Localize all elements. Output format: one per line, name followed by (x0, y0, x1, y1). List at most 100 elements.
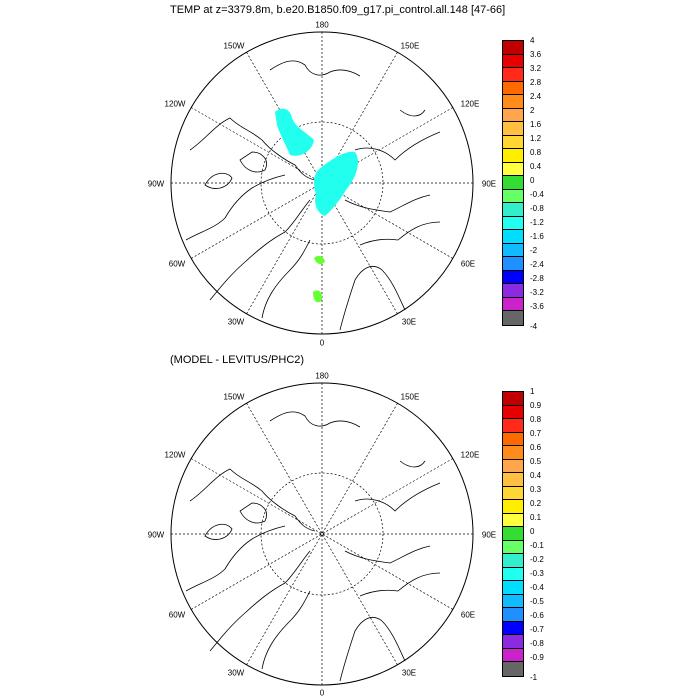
colorbar-box (503, 432, 523, 446)
lon-label-30w: 30W (227, 668, 245, 678)
colorbar-box (503, 284, 523, 298)
colorbar-box (503, 176, 523, 190)
colorbar-box (503, 594, 523, 608)
colorbar-box (503, 567, 523, 581)
colorbar-tick: 2.8 (530, 78, 542, 87)
anomaly-patch-cyan-arctic (314, 151, 359, 216)
colorbar-box (503, 162, 523, 176)
colorbar-tick: 0.8 (530, 148, 542, 157)
lon-label-150e: 150E (400, 41, 420, 51)
colorbar-1 (502, 40, 524, 326)
lon-label-90e: 90E (481, 179, 497, 189)
colorbar-tick: -0.3 (530, 569, 544, 578)
lon-label-90e: 90E (481, 530, 497, 540)
colorbar-box (503, 554, 523, 568)
colorbar-tick: -0.1 (530, 541, 544, 550)
colorbar-box (503, 149, 523, 163)
coastlines (185, 411, 441, 682)
colorbar-box (503, 135, 523, 149)
colorbar-box (503, 54, 523, 68)
colorbar-box (503, 257, 523, 271)
colorbar-box (503, 122, 523, 136)
colorbar-box (503, 243, 523, 257)
colorbar-box (503, 513, 523, 527)
polar-map-1 (170, 31, 474, 335)
colorbar-tick: 3.2 (530, 64, 542, 73)
colorbar-tick: 0.4 (530, 162, 542, 171)
colorbar-box (503, 486, 523, 500)
colorbar-box (503, 108, 523, 122)
colorbar-tick: 2.4 (530, 92, 542, 101)
map-title-1: TEMP at z=3379.8m, b.e20.B1850.f09_g17.p… (170, 4, 506, 16)
lon-label-180: 180 (315, 371, 329, 381)
colorbar-box (503, 270, 523, 284)
colorbar-box (503, 581, 523, 595)
colorbar-tick: 0.9 (530, 401, 542, 410)
colorbar-box (503, 446, 523, 460)
colorbar-tick: 0.5 (530, 457, 542, 466)
lon-label-60w: 60W (168, 259, 186, 269)
colorbar-box (503, 95, 523, 109)
colorbar-tick: -0.8 (530, 639, 544, 648)
coastlines (185, 60, 441, 331)
colorbar-box (503, 392, 523, 406)
lon-label-30e: 30E (401, 668, 417, 678)
colorbar-tick: -0.5 (530, 597, 544, 606)
colorbar-tick: 0.4 (530, 471, 542, 480)
anomaly-patch-cyan-canada (275, 108, 314, 156)
colorbar-box (503, 459, 523, 473)
colorbar-tick: -1.2 (530, 218, 544, 227)
colorbar-tick: 2 (530, 106, 535, 115)
colorbar-tick: -0.9 (530, 653, 544, 662)
colorbar-box (503, 473, 523, 487)
colorbar-box (503, 230, 523, 244)
lon-label-0: 0 (319, 338, 325, 348)
lon-label-120e: 120E (460, 99, 480, 109)
colorbar-box (503, 540, 523, 554)
colorbar-box (503, 608, 523, 622)
colorbar-tick: -2.8 (530, 274, 544, 283)
colorbar-box (503, 621, 523, 635)
colorbar-tick: -1 (530, 673, 538, 682)
colorbar-tick: 0.3 (530, 485, 542, 494)
lon-label-150w: 150W (223, 41, 245, 51)
colorbar-tick: -0.4 (530, 190, 544, 199)
colorbar-tick: 0.7 (530, 429, 542, 438)
lon-label-30w: 30W (227, 317, 245, 327)
lon-label-150e: 150E (400, 392, 420, 402)
lon-label-180: 180 (315, 20, 329, 30)
colorbar-box (503, 405, 523, 419)
colorbar-tick: -3.6 (530, 302, 544, 311)
lon-label-120w: 120W (164, 450, 186, 460)
polar-map-2 (170, 382, 474, 686)
colorbar-box (503, 635, 523, 649)
colorbar-tick: -0.8 (530, 204, 544, 213)
colorbar-tick: 0.2 (530, 499, 542, 508)
temperature-anomaly-patches (275, 108, 359, 303)
colorbar-box (503, 203, 523, 217)
colorbar-tick: 0.8 (530, 415, 542, 424)
colorbar-tick: 1.6 (530, 120, 542, 129)
colorbar-tick: -1.6 (530, 232, 544, 241)
colorbar-box (503, 216, 523, 230)
lon-label-60e: 60E (460, 610, 476, 620)
colorbar-box (503, 41, 523, 55)
colorbar-box (503, 297, 523, 311)
colorbar-box (503, 662, 523, 676)
lon-label-90w: 90W (147, 530, 165, 540)
colorbar-tick: -0.4 (530, 583, 544, 592)
colorbar-box (503, 189, 523, 203)
lon-label-60e: 60E (460, 259, 476, 269)
lon-label-120e: 120E (460, 450, 480, 460)
colorbar-box (503, 419, 523, 433)
lon-label-150w: 150W (223, 392, 245, 402)
anomaly-patch-green-1 (314, 255, 325, 265)
colorbar-tick: 3.6 (530, 50, 542, 59)
lon-label-0: 0 (319, 688, 325, 698)
colorbar-box (503, 311, 523, 325)
colorbar-tick: 4 (530, 36, 535, 45)
colorbar-tick: -0.6 (530, 611, 544, 620)
colorbar-box (503, 527, 523, 541)
colorbar-tick: 1 (530, 387, 535, 396)
